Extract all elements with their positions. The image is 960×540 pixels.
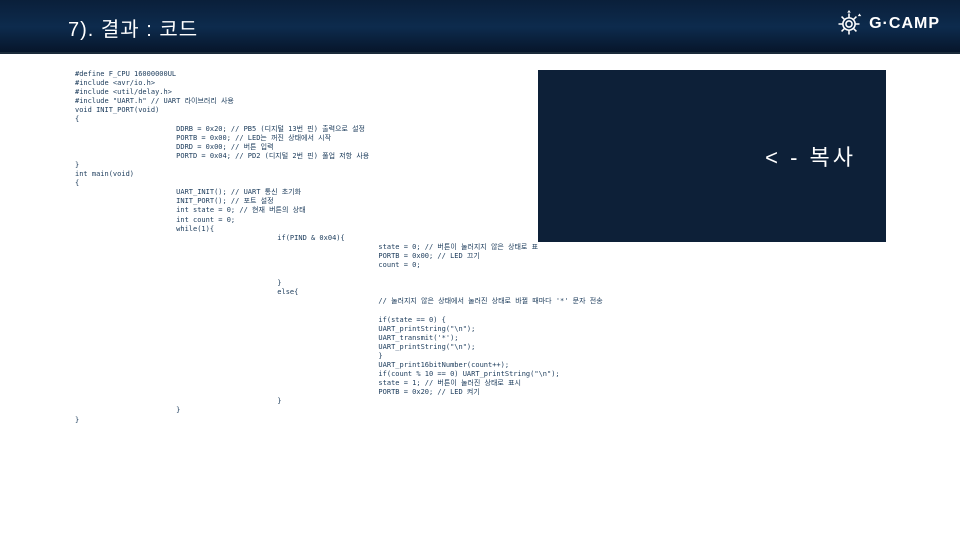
header-underline bbox=[0, 52, 960, 54]
logo-text: G·CAMP bbox=[869, 15, 940, 33]
code-block: #define F_CPU 16000000UL #include <avr/i… bbox=[75, 70, 603, 425]
page-title: 7). 결과 : 코드 bbox=[68, 13, 198, 42]
logo: G·CAMP bbox=[835, 10, 940, 38]
gear-icon bbox=[835, 10, 863, 38]
header-bar: 7). 결과 : 코드 G·CAMP bbox=[0, 0, 960, 54]
copy-overlay-box: < - 복사 bbox=[538, 70, 886, 242]
copy-label: < - 복사 bbox=[765, 140, 856, 172]
